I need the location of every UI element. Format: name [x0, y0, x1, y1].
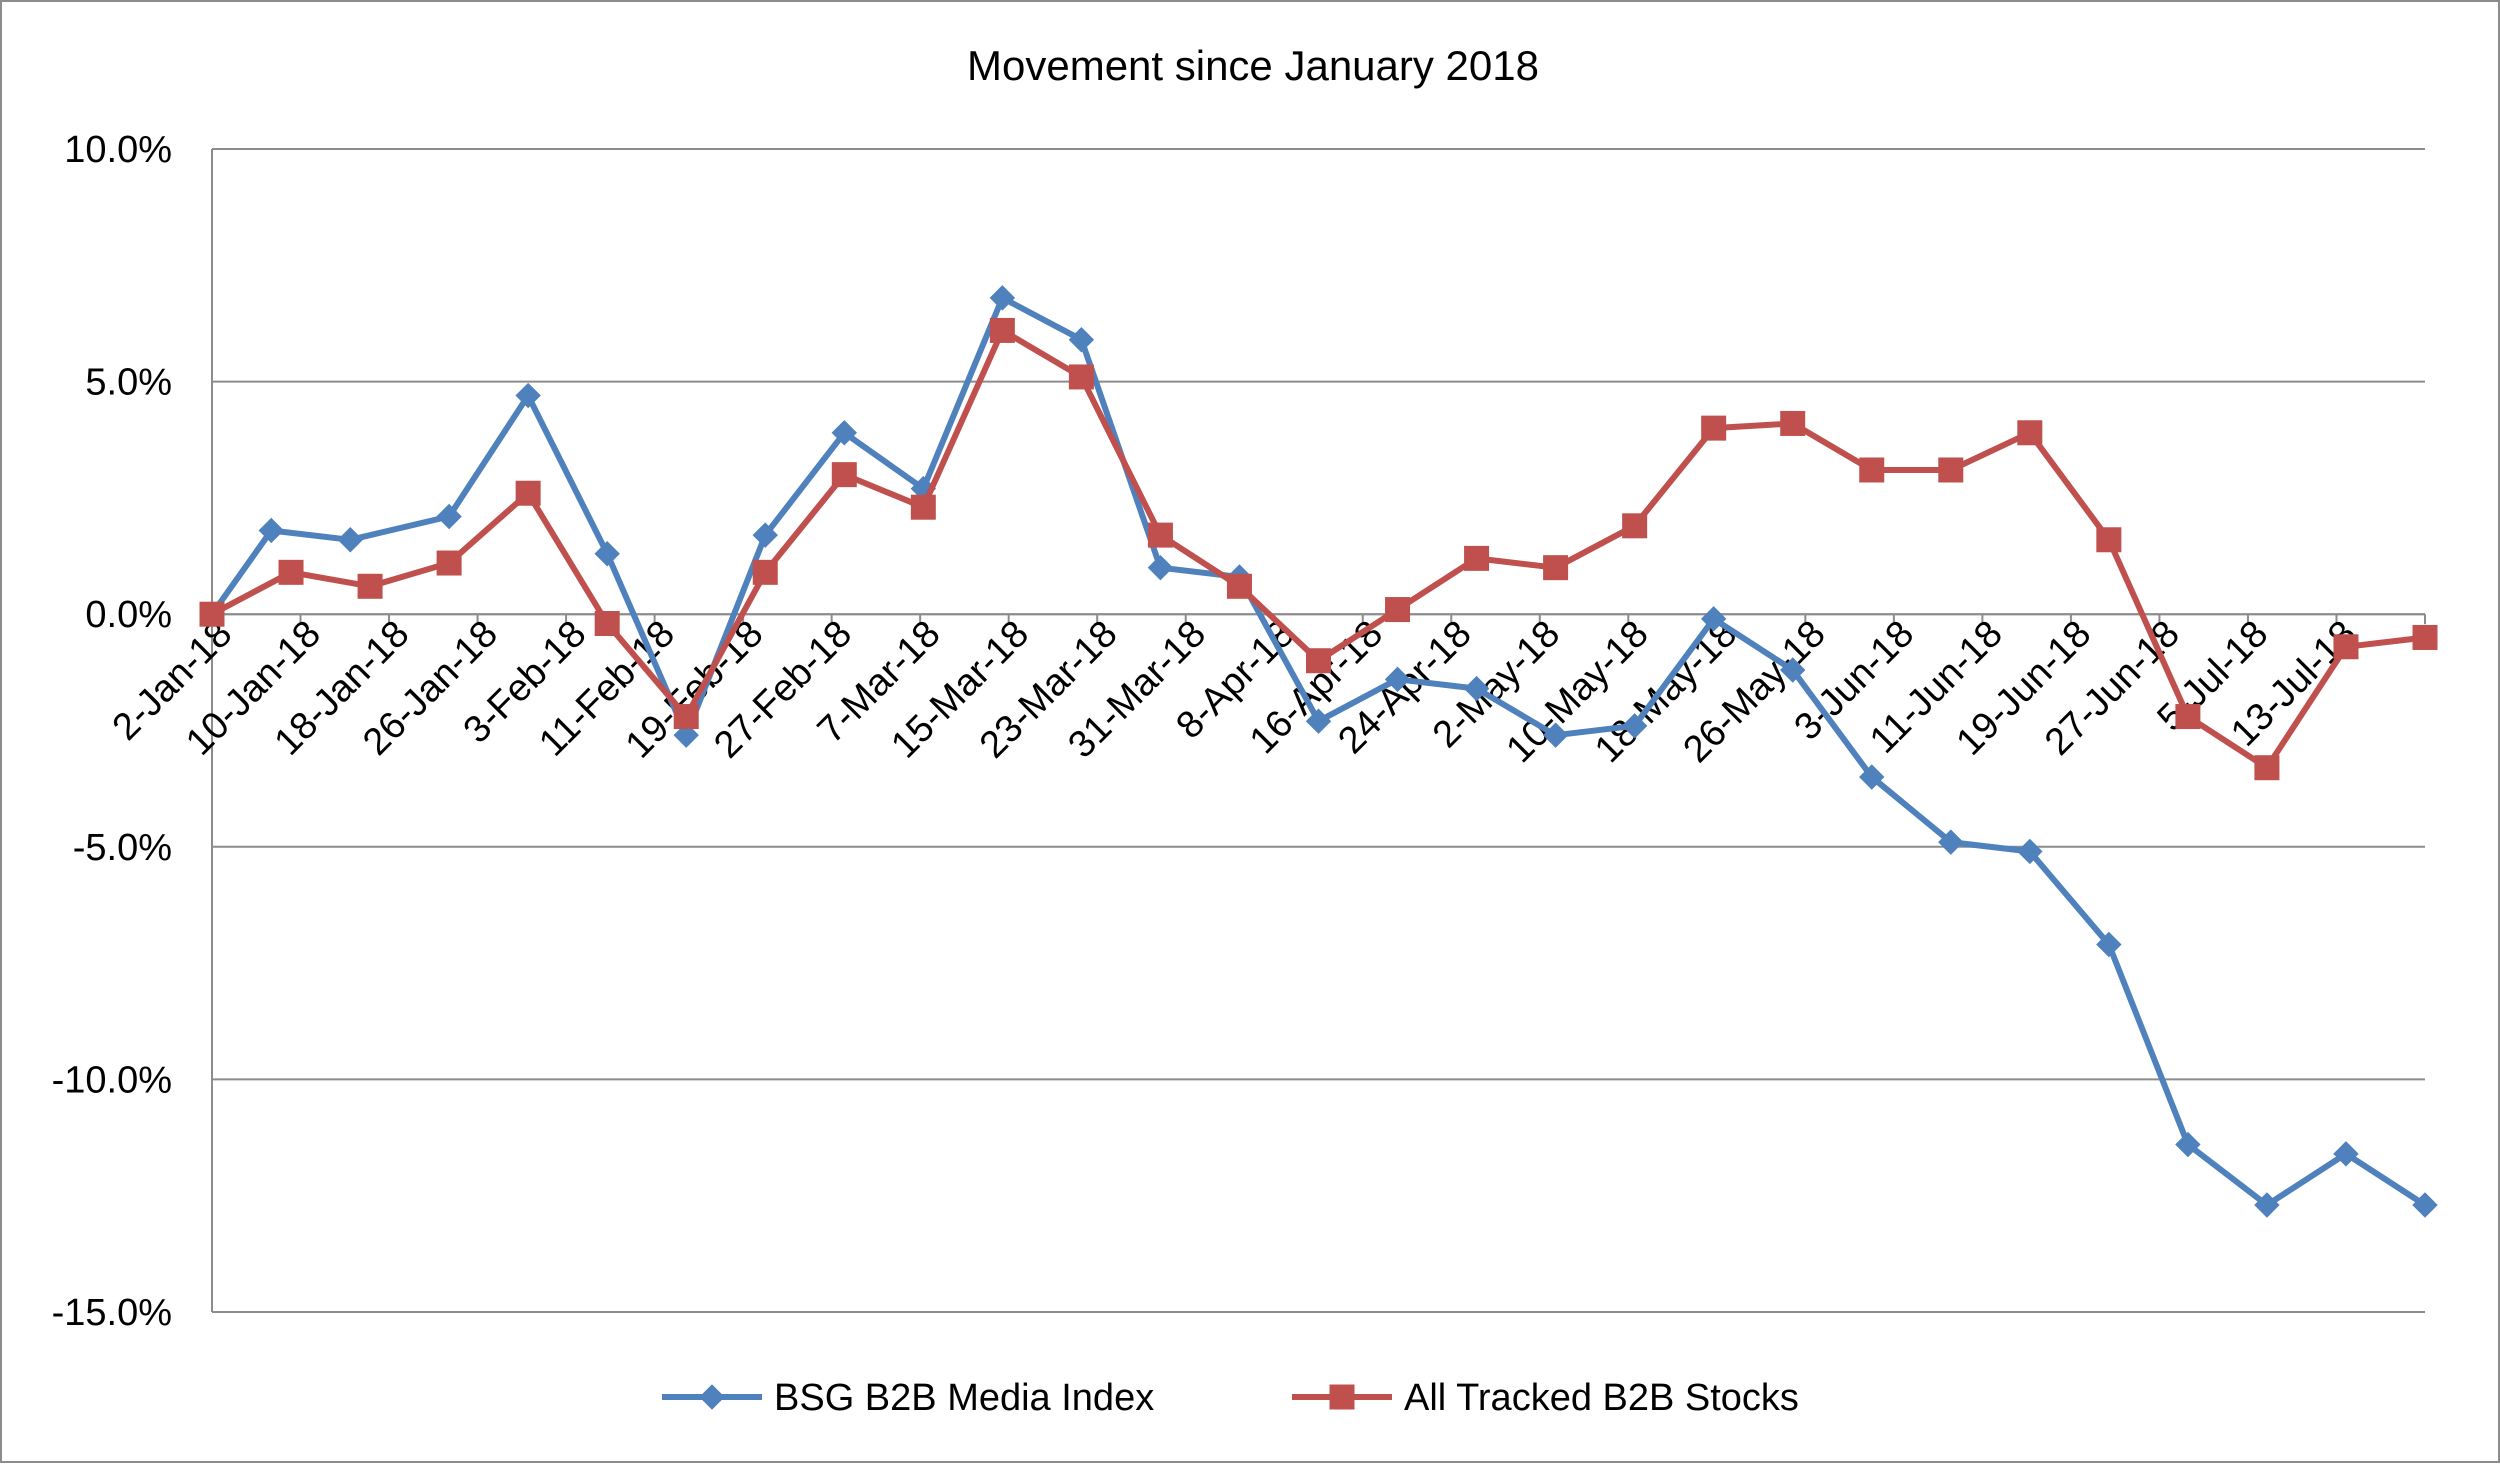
data-point	[1068, 327, 1095, 353]
legend-marker	[699, 1384, 725, 1410]
data-point	[1068, 364, 1094, 390]
data-point	[831, 462, 857, 488]
data-point	[1147, 554, 1174, 581]
y-tick-label: -5.0%	[73, 827, 172, 869]
y-tick-label: -15.0%	[52, 1292, 172, 1334]
data-point	[752, 522, 778, 548]
data-point	[1542, 722, 1569, 748]
data-point	[2096, 527, 2122, 553]
legend-item-2: All Tracked B2B Stocks	[1292, 1377, 1799, 1419]
legend-label: All Tracked B2B Stocks	[1404, 1377, 1799, 1419]
data-point	[989, 317, 1015, 343]
data-point	[2175, 1131, 2201, 1158]
series-1	[199, 285, 2438, 1218]
y-tick-label: -10.0%	[52, 1059, 172, 1101]
data-point	[1938, 457, 1964, 483]
data-point	[831, 420, 857, 446]
data-point	[1780, 657, 1806, 683]
data-point	[1463, 675, 1490, 702]
data-point	[1385, 597, 1411, 623]
x-axis: 2-Jan-1810-Jan-1818-Jan-1826-Jan-183-Feb…	[105, 149, 2426, 1312]
data-point	[1859, 764, 1885, 790]
data-point	[1621, 713, 1648, 739]
data-point	[1938, 829, 1964, 855]
y-tick-label: 0.0%	[85, 594, 172, 636]
data-point	[2333, 1141, 2359, 1167]
data-point	[989, 285, 1016, 311]
data-point	[2017, 838, 2043, 865]
data-point	[1543, 555, 1569, 581]
data-point	[594, 611, 620, 637]
data-point	[2333, 634, 2359, 660]
data-point	[673, 722, 699, 748]
data-point	[1701, 415, 1727, 441]
data-point	[515, 382, 541, 409]
data-point	[2254, 1192, 2280, 1218]
data-point	[2175, 704, 2201, 730]
data-point	[357, 573, 383, 599]
data-point	[1780, 410, 1806, 436]
data-point	[673, 704, 699, 730]
data-point	[752, 559, 778, 585]
data-point	[1147, 522, 1173, 548]
chart-title: Movement since January 2018	[967, 42, 1539, 89]
data-point	[2412, 1192, 2438, 1218]
data-point	[515, 480, 541, 506]
legend-marker	[1329, 1384, 1355, 1410]
data-point	[2017, 420, 2043, 446]
data-point	[337, 527, 364, 553]
data-point	[910, 494, 936, 520]
data-point	[1700, 606, 1727, 632]
data-point	[2254, 755, 2280, 781]
legend: BSG B2B Media Index All Tracked B2B Stock…	[662, 1377, 1799, 1419]
y-tick-label: 10.0%	[64, 129, 172, 171]
data-point	[258, 517, 284, 544]
legend-label: BSG B2B Media Index	[774, 1377, 1154, 1419]
data-point	[2412, 624, 2438, 650]
data-point	[1226, 573, 1252, 599]
data-point	[1622, 513, 1648, 539]
data-point	[199, 601, 225, 627]
series-2	[199, 317, 2438, 781]
data-point	[1305, 708, 1332, 734]
legend-item-1: BSG B2B Media Index	[662, 1377, 1154, 1419]
data-point	[1306, 648, 1331, 674]
data-point	[1384, 666, 1411, 693]
series-line	[209, 294, 2427, 1208]
data-point	[1859, 457, 1885, 483]
data-point	[1464, 545, 1490, 571]
y-axis-tick-labels: 10.0% 5.0% 0.0% -5.0% -10.0% -15.0%	[52, 129, 172, 1334]
data-point	[436, 503, 462, 530]
data-point	[594, 541, 620, 567]
y-tick-label: 5.0%	[85, 362, 172, 404]
data-point	[2096, 931, 2122, 958]
data-point	[278, 559, 304, 585]
series-group	[199, 285, 2438, 1218]
data-point	[436, 550, 462, 576]
